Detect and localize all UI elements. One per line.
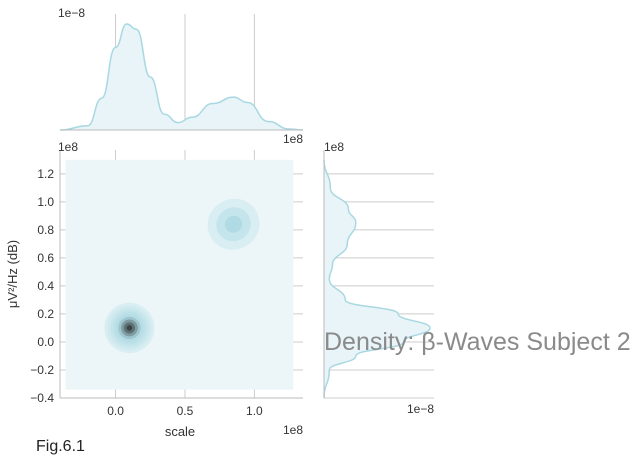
kde-fill-group — [65, 159, 294, 390]
top-marginal-axis-tag: 1e8 — [283, 132, 303, 146]
x-axis-label: scale — [165, 424, 195, 439]
right-marginal-panel — [323, 150, 434, 399]
y-tick-label: −0.4 — [30, 391, 54, 405]
y-marginal-fill — [324, 159, 430, 398]
y-axis-label: μV²/Hz (dB) — [5, 240, 20, 308]
x-marginal-density-line — [59, 23, 304, 131]
y-tick-label: 0.6 — [37, 251, 54, 265]
y-offset-text: 1e8 — [58, 140, 78, 154]
figure-label: Fig.6.1 — [36, 438, 85, 455]
main-kde-panel: 0.0 0.5 1.0 −0.4 −0.2 0.0 0.2 0.4 0.6 0.8 1.0 1.2 — [30, 150, 303, 418]
right-marginal-offset-text: 1e−8 — [407, 402, 434, 416]
right-marginal-axis-tag: 1e8 — [324, 140, 344, 154]
x-offset-text: 1e8 — [283, 423, 303, 437]
chart-title: Density: β-Waves Subject 2 — [324, 328, 631, 356]
top-marginal-panel — [59, 14, 304, 131]
y-tick-label: 0.2 — [37, 307, 54, 321]
y-tick-label: 0.0 — [37, 335, 54, 349]
y-tick-label: 0.4 — [37, 279, 54, 293]
kde-contour-level — [126, 325, 133, 331]
kde-base-region — [65, 159, 294, 390]
x-tick-label: 1.0 — [246, 404, 263, 418]
y-tick-label: 1.0 — [37, 195, 54, 209]
kde-contour-level — [224, 215, 243, 233]
top-marginal-offset-text: 1e−8 — [58, 6, 85, 20]
x-tick-label: 0.5 — [177, 404, 194, 418]
y-tick-label: −0.2 — [30, 363, 54, 377]
y-marginal-density-line — [323, 159, 431, 399]
y-tick-label: 1.2 — [37, 167, 54, 181]
x-tick-label: 0.0 — [107, 404, 124, 418]
y-tick-label: 0.8 — [37, 223, 54, 237]
x-marginal-fill — [60, 24, 303, 130]
